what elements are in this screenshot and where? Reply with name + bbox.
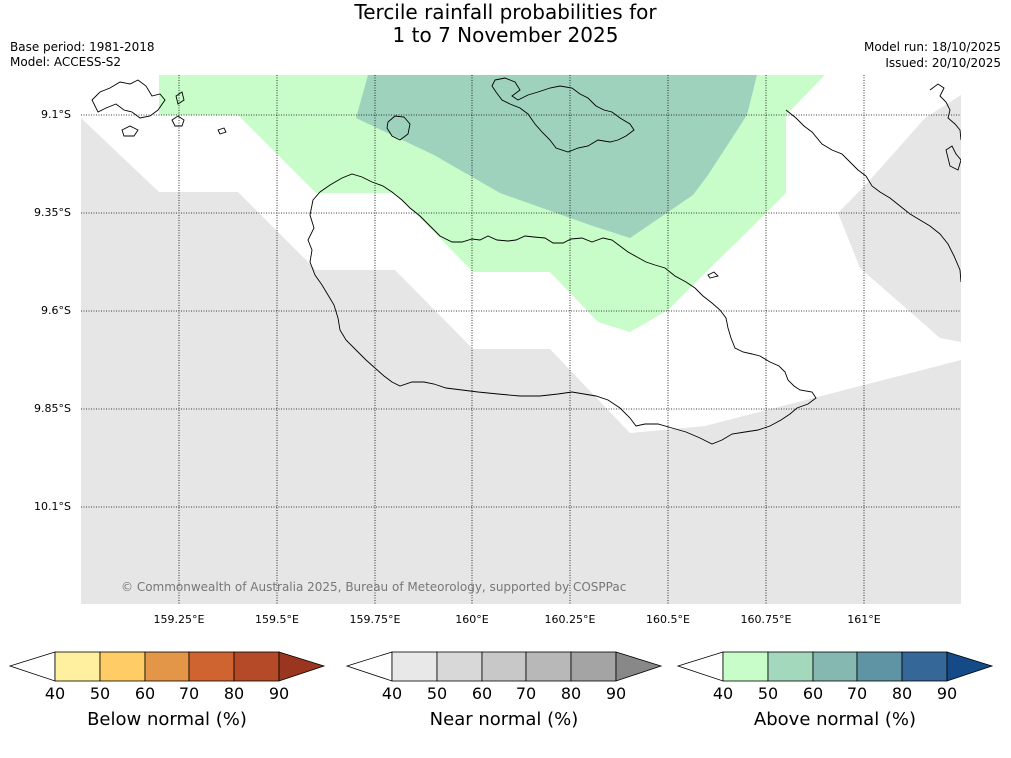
colorbar-near-seg-1: [391, 651, 438, 682]
colorbar-below-seg-5: [233, 651, 280, 682]
guadalcanal-coast: [307, 173, 817, 445]
marau-islet: [707, 271, 719, 279]
colorbar-near-seg-3: [481, 651, 527, 682]
near-normal-region-main: [81, 118, 961, 604]
cb-above-tick: 80: [891, 684, 913, 703]
russell-islet-4: [175, 91, 185, 105]
malaita-coast: [785, 109, 961, 283]
russell-islet-1: [121, 125, 139, 137]
near-normal-region-east: [838, 95, 961, 342]
cb-below-label: Below normal (%): [87, 709, 247, 730]
cb-below-tick: 40: [44, 684, 66, 703]
lon-label-3: 159.75°E: [349, 613, 401, 626]
colorbar-near-normal: [345, 651, 663, 682]
cb-above-tick: 40: [712, 684, 734, 703]
colorbar-near-arrow-left: [345, 651, 393, 682]
lon-label-7: 160.75°E: [740, 613, 792, 626]
coastlines: [91, 77, 961, 445]
cb-near-tick: 60: [471, 684, 493, 703]
cb-below-tick: 60: [134, 684, 156, 703]
colorbar-above-seg-3: [812, 651, 858, 682]
lat-label-3: 9.6°S: [41, 304, 71, 317]
colorbar-below-seg-2: [99, 651, 146, 682]
lat-label-4: 9.85°S: [34, 402, 71, 415]
map-title-line2: 1 to 7 November 2025: [392, 23, 619, 47]
russell-islands-coast: [91, 79, 166, 119]
map-title-line1: Tercile rainfall probabilities for: [354, 0, 657, 24]
lon-label-1: 159.25°E: [153, 613, 205, 626]
model-text: Model: ACCESS-S2: [10, 55, 122, 69]
cb-near-tick: 90: [605, 684, 627, 703]
cb-below-tick: 50: [89, 684, 111, 703]
colorbar-above-normal: [676, 651, 994, 682]
colorbar-near-seg-2: [436, 651, 483, 682]
colorbar-above-arrow-right: [946, 651, 994, 682]
cb-above-tick: 70: [846, 684, 868, 703]
cb-near-tick: 80: [560, 684, 582, 703]
colorbar-below-seg-3: [144, 651, 190, 682]
colorbar-below-seg-4: [188, 651, 235, 682]
base-period-text: Base period: 1981-2018: [10, 40, 155, 54]
copyright-text: © Commonwealth of Australia 2025, Bureau…: [121, 580, 627, 594]
cb-above-tick: 50: [757, 684, 779, 703]
colorbar-near-seg-5: [570, 651, 617, 682]
lon-label-5: 160.25°E: [544, 613, 596, 626]
colorbar-above-seg-4: [856, 651, 903, 682]
lon-label-4: 160°E: [455, 613, 489, 626]
colorbar-below-normal: [8, 651, 326, 682]
colorbar-above-seg-1: [722, 651, 769, 682]
colorbar-above-seg-2: [767, 651, 814, 682]
lat-label-1: 9.1°S: [41, 108, 71, 121]
cb-above-label: Above normal (%): [753, 709, 917, 730]
colorbar-near-seg-4: [525, 651, 572, 682]
russell-islet-2: [171, 115, 185, 127]
colorbar-above-seg-5: [901, 651, 948, 682]
russell-islet-3: [217, 127, 227, 135]
colorbar-below-arrow-left: [8, 651, 56, 682]
cb-above-tick: 90: [936, 684, 958, 703]
cb-above-tick: 60: [802, 684, 824, 703]
savo-island-coast: [386, 115, 411, 141]
gridlines: [81, 75, 961, 604]
cb-near-tick: 50: [426, 684, 448, 703]
malaita-islet: [945, 145, 961, 171]
cb-near-label: Near normal (%): [429, 709, 579, 730]
lat-label-2: 9.35°S: [34, 206, 71, 219]
lon-label-2: 159.5°E: [255, 613, 299, 626]
lat-label-5: 10.1°S: [34, 500, 71, 513]
cb-near-tick: 70: [515, 684, 537, 703]
cb-near-tick: 40: [381, 684, 403, 703]
model-run-text: Model run: 18/10/2025: [863, 40, 1001, 54]
cb-below-tick: 80: [223, 684, 245, 703]
cb-below-tick: 90: [268, 684, 290, 703]
lon-label-8: 161°E: [847, 613, 881, 626]
colorbar-below-arrow-right: [278, 651, 326, 682]
cb-below-tick: 70: [178, 684, 200, 703]
colorbar-below-seg-1: [54, 651, 101, 682]
above-normal-region-dark: [356, 75, 757, 238]
florida-islands-coast: [491, 77, 635, 153]
colorbar-above-arrow-left: [676, 651, 724, 682]
lon-label-6: 160.5°E: [646, 613, 690, 626]
map-area: [81, 75, 961, 604]
malaita-north-coast: [929, 83, 961, 141]
colorbar-near-arrow-right: [615, 651, 663, 682]
issued-text: Issued: 20/10/2025: [885, 56, 1001, 70]
